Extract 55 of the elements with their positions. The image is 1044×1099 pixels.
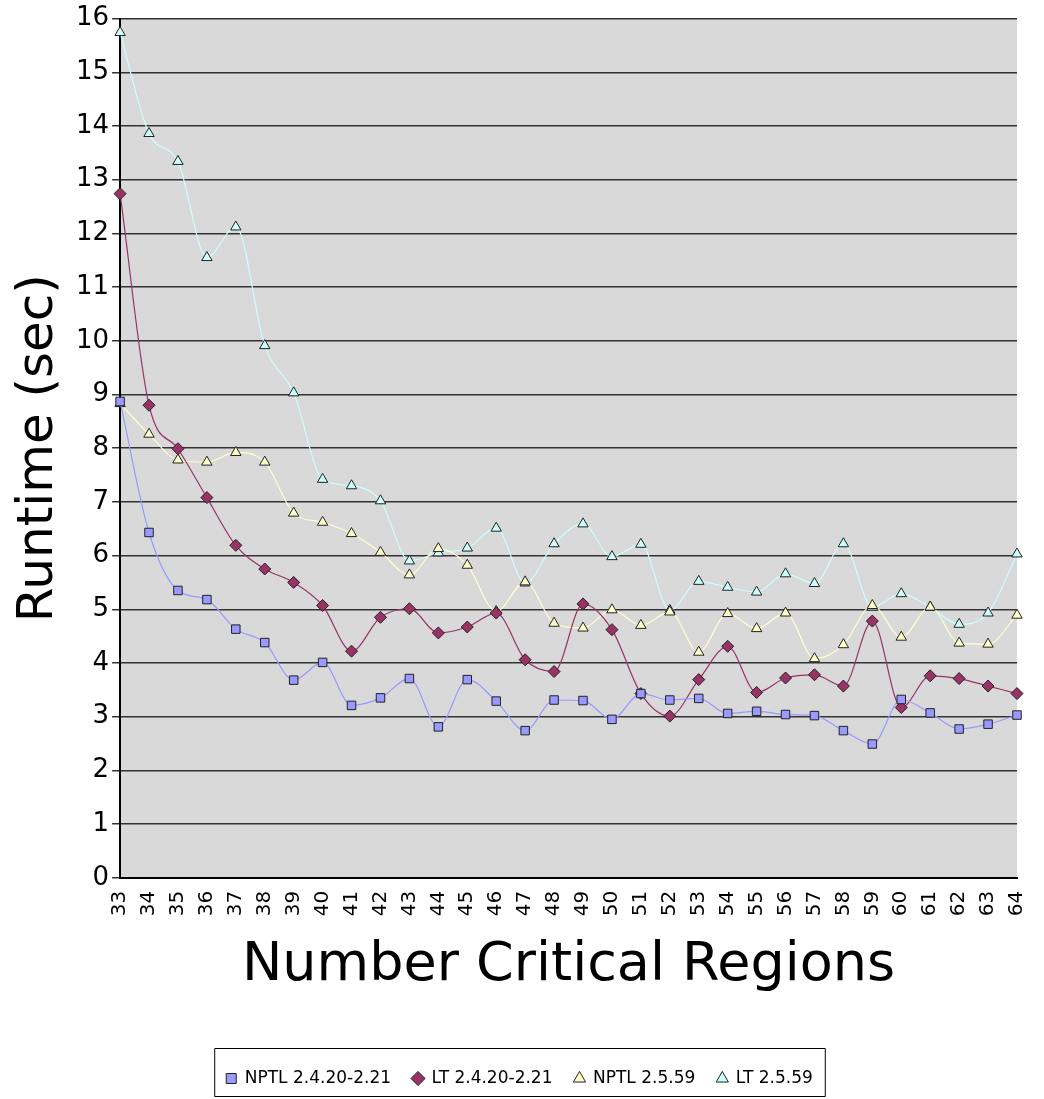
y-tick-label: 7 xyxy=(92,484,110,515)
y-tick-label: 0 xyxy=(92,860,110,891)
x-tick-label: 63 xyxy=(974,890,999,917)
x-tick-label: 35 xyxy=(164,890,189,917)
x-tick-label: 62 xyxy=(945,890,970,917)
x-tick-label: 47 xyxy=(511,890,536,917)
x-tick-label: 59 xyxy=(858,890,883,917)
x-tick-label: 41 xyxy=(337,890,362,917)
y-tick-label: 11 xyxy=(75,269,110,300)
x-tick-label: 52 xyxy=(656,890,681,917)
legend-label: LT 2.4.20-2.21 xyxy=(431,1066,553,1087)
x-tick-label: 40 xyxy=(308,890,333,917)
x-tick-label: 33 xyxy=(106,890,131,917)
y-tick-label: 13 xyxy=(75,162,110,193)
x-tick-label: 61 xyxy=(916,890,941,917)
y-tick-label: 3 xyxy=(92,699,110,730)
x-tick-label: 37 xyxy=(222,890,247,917)
y-axis-title: Runtime (sec) xyxy=(5,274,64,623)
x-tick-label: 39 xyxy=(279,890,304,917)
legend-label: LT 2.5.59 xyxy=(735,1066,813,1087)
x-tick-label: 44 xyxy=(424,890,449,917)
y-tick-label: 8 xyxy=(92,430,110,461)
x-tick-label: 48 xyxy=(540,890,565,917)
x-tick-label: 55 xyxy=(742,890,767,917)
x-tick-label: 49 xyxy=(569,890,594,917)
y-tick-label: 12 xyxy=(75,216,110,247)
y-tick-label: 5 xyxy=(92,592,110,623)
y-tick-label: 16 xyxy=(75,1,110,32)
x-tick-label: 57 xyxy=(800,890,825,917)
x-tick-label: 58 xyxy=(829,890,854,917)
x-tick-label: 56 xyxy=(771,890,796,917)
y-tick-label: 1 xyxy=(92,806,110,837)
x-tick-label: 38 xyxy=(250,890,275,917)
x-tick-label: 60 xyxy=(887,890,912,917)
x-tick-label: 51 xyxy=(627,890,652,917)
y-tick-label: 14 xyxy=(75,108,110,139)
x-tick-label: 34 xyxy=(135,890,160,917)
x-tick-label: 53 xyxy=(684,890,709,917)
x-tick-label: 54 xyxy=(713,890,738,917)
x-tick-label: 42 xyxy=(366,890,391,917)
y-tick-label: 4 xyxy=(92,645,110,676)
legend-label: NPTL 2.4.20-2.21 xyxy=(244,1066,392,1087)
y-tick-label: 2 xyxy=(92,753,110,784)
y-tick-label: 6 xyxy=(92,538,110,569)
x-tick-label: 46 xyxy=(482,890,507,917)
legend-label: NPTL 2.5.59 xyxy=(592,1066,696,1087)
x-tick-label: 64 xyxy=(1003,890,1028,917)
x-tick-label: 45 xyxy=(453,890,478,917)
x-axis-title: Number Critical Regions xyxy=(241,929,896,993)
y-tick-label: 9 xyxy=(92,377,110,408)
x-tick-label: 43 xyxy=(395,890,420,917)
y-tick-label: 10 xyxy=(75,323,110,354)
y-tick-label: 15 xyxy=(75,55,110,86)
x-tick-label: 36 xyxy=(193,890,218,917)
x-tick-label: 50 xyxy=(598,890,623,917)
